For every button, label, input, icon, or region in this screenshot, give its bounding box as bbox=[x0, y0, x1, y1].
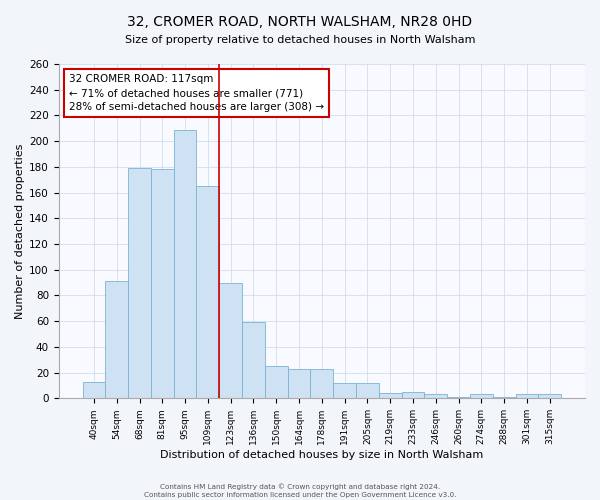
Bar bbox=[379, 393, 401, 398]
Bar bbox=[356, 383, 379, 398]
Bar bbox=[493, 397, 515, 398]
Bar bbox=[83, 382, 106, 398]
Bar bbox=[151, 170, 174, 398]
Bar bbox=[447, 397, 470, 398]
Bar bbox=[333, 383, 356, 398]
Bar bbox=[265, 366, 287, 398]
Bar bbox=[310, 369, 333, 398]
Bar bbox=[196, 186, 219, 398]
Bar bbox=[515, 394, 538, 398]
Bar bbox=[219, 282, 242, 399]
Bar bbox=[424, 394, 447, 398]
Text: Size of property relative to detached houses in North Walsham: Size of property relative to detached ho… bbox=[125, 35, 475, 45]
Text: 32, CROMER ROAD, NORTH WALSHAM, NR28 0HD: 32, CROMER ROAD, NORTH WALSHAM, NR28 0HD bbox=[127, 15, 473, 29]
Bar bbox=[174, 130, 196, 398]
Bar bbox=[287, 369, 310, 398]
Bar bbox=[401, 392, 424, 398]
Bar bbox=[128, 168, 151, 398]
Y-axis label: Number of detached properties: Number of detached properties bbox=[15, 144, 25, 319]
Text: 32 CROMER ROAD: 117sqm
← 71% of detached houses are smaller (771)
28% of semi-de: 32 CROMER ROAD: 117sqm ← 71% of detached… bbox=[69, 74, 324, 112]
Bar bbox=[106, 282, 128, 399]
Text: Contains HM Land Registry data © Crown copyright and database right 2024.
Contai: Contains HM Land Registry data © Crown c… bbox=[144, 484, 456, 498]
X-axis label: Distribution of detached houses by size in North Walsham: Distribution of detached houses by size … bbox=[160, 450, 484, 460]
Bar bbox=[242, 322, 265, 398]
Bar bbox=[470, 394, 493, 398]
Bar bbox=[538, 394, 561, 398]
